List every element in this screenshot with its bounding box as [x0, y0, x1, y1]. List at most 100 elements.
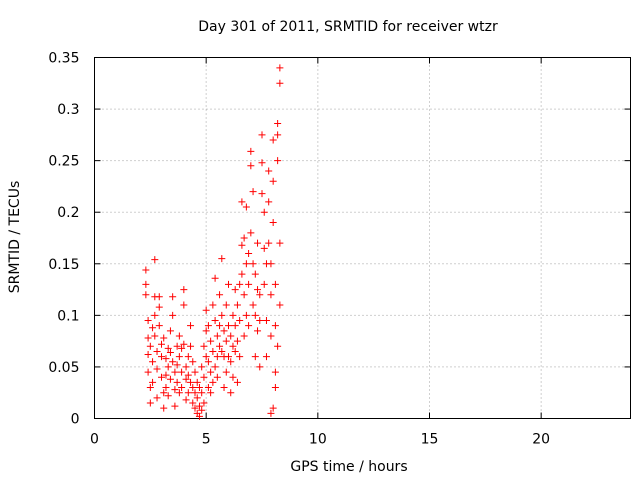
data-point: [247, 229, 255, 237]
y-tick-label: 0.05: [48, 360, 79, 376]
data-point: [166, 375, 174, 383]
x-tick-label: 0: [90, 432, 99, 448]
data-point: [256, 317, 264, 325]
data-point: [182, 375, 190, 383]
data-point: [258, 190, 266, 198]
data-point: [202, 353, 210, 361]
data-point: [207, 368, 215, 376]
data-point: [276, 239, 284, 247]
data-point: [209, 378, 217, 386]
data-point: [180, 301, 188, 309]
data-point: [216, 342, 224, 350]
x-tick-labels: 0 5 10 15 20: [90, 432, 550, 448]
data-point: [166, 327, 174, 335]
data-point: [191, 404, 199, 412]
data-point: [262, 317, 270, 325]
data-point: [269, 177, 277, 185]
data-point: [164, 392, 172, 400]
data-point: [182, 396, 190, 404]
data-point: [164, 363, 172, 371]
data-point: [276, 64, 284, 72]
data-point: [171, 386, 179, 394]
data-point: [267, 260, 275, 268]
data-point: [171, 402, 179, 410]
data-point: [207, 337, 215, 345]
data-point: [191, 389, 199, 397]
data-point: [274, 157, 282, 165]
data-point: [180, 286, 188, 294]
data-point: [267, 332, 275, 340]
data-point: [269, 136, 277, 144]
data-point: [245, 280, 253, 288]
data-point: [227, 358, 235, 366]
data-point: [149, 358, 157, 366]
data-point: [274, 120, 282, 128]
data-point: [233, 337, 241, 345]
data-point: [225, 353, 232, 361]
data-point: [271, 368, 279, 376]
data-point: [238, 198, 246, 206]
y-axis-label: SRMTID / TECUs: [7, 181, 23, 294]
data-point: [202, 327, 210, 335]
data-point: [267, 409, 275, 417]
data-point: [153, 394, 161, 402]
data-point: [240, 234, 248, 242]
data-point: [265, 239, 273, 247]
data-point: [158, 340, 165, 348]
data-point: [225, 280, 232, 288]
data-point: [254, 239, 262, 247]
data-point: [251, 311, 259, 319]
x-tick-label: 5: [202, 432, 211, 448]
data-point: [242, 260, 250, 268]
data-point: [262, 353, 270, 361]
data-point: [276, 301, 284, 309]
data-point: [251, 353, 259, 361]
data-point: [229, 342, 237, 350]
data-point: [187, 378, 195, 386]
chart-title: Day 301 of 2011, SRMTID for receiver wtz…: [198, 19, 498, 35]
data-points: [142, 64, 284, 420]
data-point: [171, 368, 179, 376]
data-point: [180, 340, 188, 348]
data-point: [189, 384, 197, 392]
data-point: [182, 363, 190, 371]
data-point: [195, 402, 203, 410]
data-point: [142, 266, 150, 274]
data-point: [198, 406, 206, 414]
data-point: [260, 208, 268, 216]
data-point: [209, 347, 217, 355]
data-point: [198, 363, 206, 371]
data-point: [222, 368, 230, 376]
data-point: [211, 274, 219, 282]
data-point: [184, 389, 192, 397]
data-point: [260, 244, 268, 252]
data-point: [158, 373, 165, 381]
data-point: [216, 291, 224, 299]
data-point: [251, 270, 259, 278]
data-point: [229, 311, 237, 319]
data-point: [207, 389, 215, 397]
data-point: [204, 358, 212, 366]
data-point: [218, 347, 226, 355]
data-point: [209, 301, 217, 309]
data-point: [169, 293, 177, 301]
data-point: [274, 131, 282, 139]
data-point: [227, 389, 235, 397]
data-point: [267, 291, 275, 299]
data-point: [216, 322, 224, 330]
y-tick-label: 0.3: [57, 102, 79, 118]
data-point: [160, 389, 168, 397]
data-point: [213, 373, 221, 381]
y-tick-label: 0.2: [57, 205, 79, 221]
data-point: [155, 303, 163, 311]
data-point: [189, 358, 197, 366]
data-point: [175, 332, 183, 340]
data-point: [271, 322, 279, 330]
data-point: [151, 256, 159, 264]
data-point: [142, 280, 150, 288]
y-tick-label: 0.25: [48, 154, 79, 170]
data-point: [213, 332, 221, 340]
data-point: [265, 167, 273, 175]
data-point: [184, 371, 192, 379]
